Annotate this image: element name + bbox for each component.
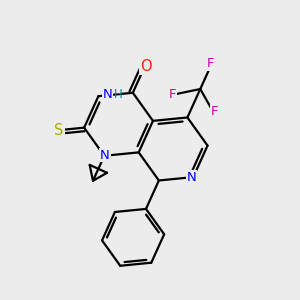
Text: H: H: [114, 88, 123, 101]
Text: F: F: [211, 105, 218, 118]
Text: N: N: [187, 171, 197, 184]
Text: O: O: [140, 59, 152, 74]
Text: F: F: [169, 88, 177, 101]
Text: N: N: [102, 88, 112, 101]
Text: N: N: [100, 149, 110, 162]
Text: S: S: [54, 123, 64, 138]
Text: F: F: [207, 57, 214, 70]
